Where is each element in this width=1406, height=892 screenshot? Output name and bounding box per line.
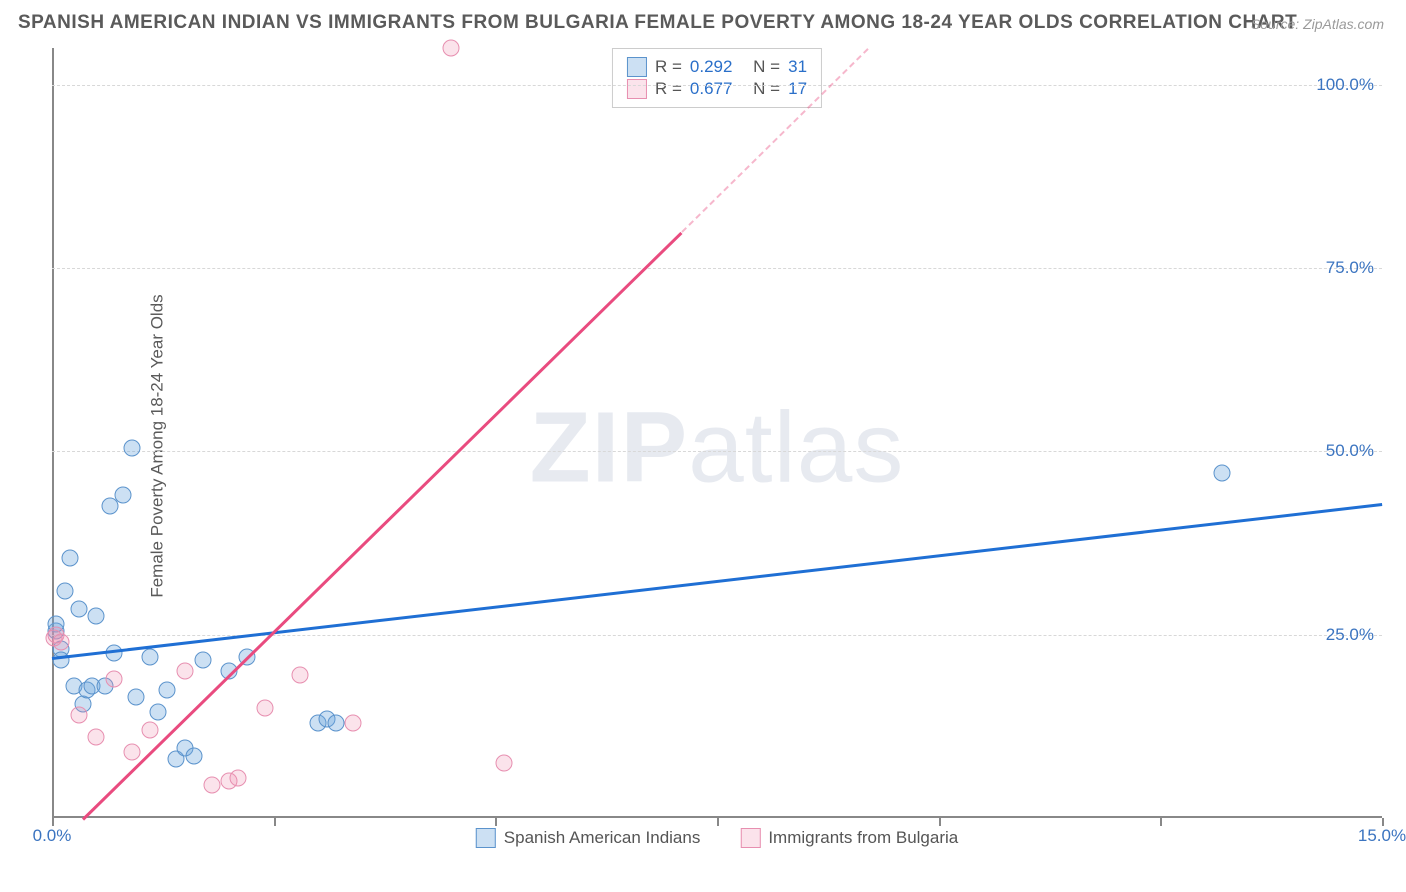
r-label: R = bbox=[655, 57, 682, 77]
x-tick bbox=[495, 818, 497, 826]
y-tick-label: 100.0% bbox=[1316, 75, 1374, 95]
data-point bbox=[159, 681, 176, 698]
y-axis-line bbox=[52, 48, 54, 818]
x-tick bbox=[274, 818, 276, 826]
data-point bbox=[141, 722, 158, 739]
swatch-blue-icon bbox=[627, 57, 647, 77]
swatch-pink-icon bbox=[740, 828, 760, 848]
legend-label: Immigrants from Bulgaria bbox=[768, 828, 958, 848]
data-point bbox=[443, 40, 460, 57]
data-point bbox=[256, 700, 273, 717]
data-point bbox=[496, 755, 513, 772]
data-point bbox=[88, 729, 105, 746]
data-point bbox=[52, 634, 69, 651]
trend-line bbox=[52, 503, 1382, 660]
data-point bbox=[185, 747, 202, 764]
data-point bbox=[57, 582, 74, 599]
gridline bbox=[52, 268, 1382, 269]
data-point bbox=[123, 744, 140, 761]
data-point bbox=[128, 689, 145, 706]
data-point bbox=[292, 667, 309, 684]
x-tick bbox=[1160, 818, 1162, 826]
legend-series: Spanish American Indians Immigrants from… bbox=[468, 828, 966, 848]
legend-label: Spanish American Indians bbox=[504, 828, 701, 848]
x-tick bbox=[1382, 818, 1384, 826]
r-label: R = bbox=[655, 79, 682, 99]
data-point bbox=[106, 670, 123, 687]
data-point bbox=[177, 663, 194, 680]
data-point bbox=[230, 769, 247, 786]
swatch-blue-icon bbox=[476, 828, 496, 848]
n-value: 31 bbox=[788, 57, 807, 77]
data-point bbox=[61, 549, 78, 566]
data-point bbox=[70, 707, 87, 724]
legend-item-blue: Spanish American Indians bbox=[476, 828, 701, 848]
gridline bbox=[52, 85, 1382, 86]
y-tick-label: 50.0% bbox=[1326, 441, 1374, 461]
data-point bbox=[345, 714, 362, 731]
x-tick bbox=[717, 818, 719, 826]
x-tick-label: 15.0% bbox=[1358, 826, 1406, 846]
legend-row-pink: R = 0.677 N = 17 bbox=[627, 79, 807, 99]
trend-line bbox=[82, 232, 683, 821]
y-tick-label: 75.0% bbox=[1326, 258, 1374, 278]
swatch-pink-icon bbox=[627, 79, 647, 99]
n-label: N = bbox=[753, 57, 780, 77]
data-point bbox=[1214, 465, 1231, 482]
data-point bbox=[123, 439, 140, 456]
data-point bbox=[88, 608, 105, 625]
r-value: 0.677 bbox=[690, 79, 733, 99]
data-point bbox=[194, 652, 211, 669]
data-point bbox=[327, 714, 344, 731]
r-value: 0.292 bbox=[690, 57, 733, 77]
data-point bbox=[141, 648, 158, 665]
legend-correlation: R = 0.292 N = 31 R = 0.677 N = 17 bbox=[612, 48, 822, 108]
x-tick bbox=[52, 818, 54, 826]
source-label: Source: ZipAtlas.com bbox=[1251, 16, 1384, 32]
data-point bbox=[70, 601, 87, 618]
y-tick-label: 25.0% bbox=[1326, 625, 1374, 645]
watermark: ZIPatlas bbox=[530, 391, 905, 506]
x-tick-label: 0.0% bbox=[33, 826, 72, 846]
plot-area: ZIPatlas R = 0.292 N = 31 R = 0.677 N = … bbox=[52, 48, 1382, 848]
gridline bbox=[52, 451, 1382, 452]
n-value: 17 bbox=[788, 79, 807, 99]
data-point bbox=[114, 487, 131, 504]
chart-title: SPANISH AMERICAN INDIAN VS IMMIGRANTS FR… bbox=[18, 12, 1297, 34]
legend-item-pink: Immigrants from Bulgaria bbox=[740, 828, 958, 848]
data-point bbox=[203, 777, 220, 794]
data-point bbox=[150, 703, 167, 720]
x-tick bbox=[939, 818, 941, 826]
legend-row-blue: R = 0.292 N = 31 bbox=[627, 57, 807, 77]
n-label: N = bbox=[753, 79, 780, 99]
